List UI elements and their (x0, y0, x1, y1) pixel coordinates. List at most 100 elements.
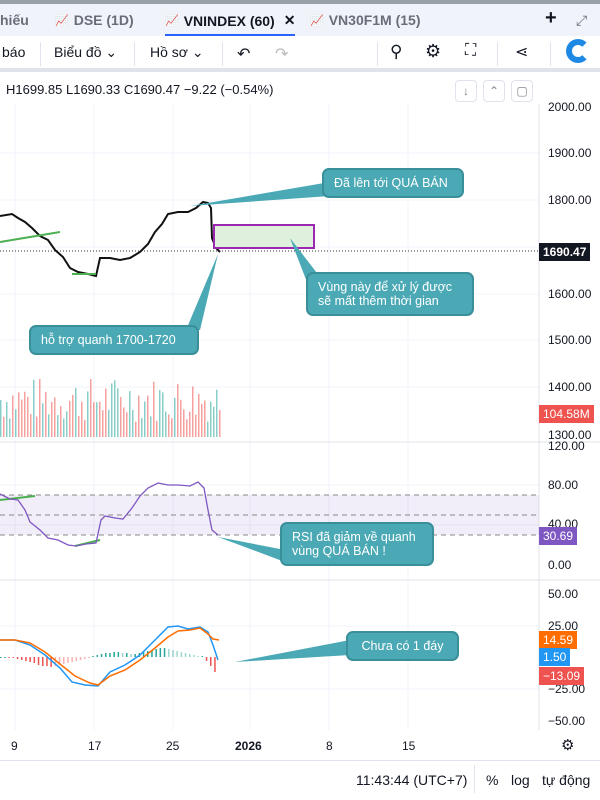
volume-bar (30, 414, 32, 437)
histogram-bar (71, 657, 73, 662)
collapse-icon[interactable]: ⌃ (483, 80, 505, 102)
zone-rectangle[interactable] (213, 224, 315, 249)
volume-bar (186, 419, 188, 437)
histogram-bar (54, 657, 57, 666)
volume-bar (33, 379, 35, 437)
maximize-icon[interactable]: ▢ (511, 80, 533, 102)
rsi-tick: 80.00 (548, 478, 579, 492)
volume-bar (147, 395, 149, 437)
volume-bar (87, 391, 89, 437)
histogram-bar (151, 650, 153, 657)
volume-bar (108, 409, 110, 437)
volume-bar (90, 379, 92, 437)
quick-search-icon[interactable]: ⚲ (390, 42, 403, 61)
volume-bar (45, 391, 47, 437)
rsi-value-tag: 30.69 (539, 527, 578, 545)
macd-line (0, 625, 219, 687)
histogram-bar (126, 653, 128, 657)
volume-bar (39, 378, 41, 437)
callout-rsi[interactable]: RSI đã giảm về quanh vùng QUÁ BÁN ! (280, 522, 434, 566)
auto-toggle[interactable]: tự động (542, 772, 591, 788)
close-icon[interactable]: ✕ (283, 12, 296, 28)
volume-bar (114, 380, 116, 437)
histogram-bar (113, 652, 115, 657)
tab-vnindex[interactable]: 📈 VNINDEX (60) ✕ (165, 12, 296, 36)
signal-tag: 14.59 (539, 631, 578, 649)
fullscreen-icon[interactable]: ⛶ (465, 42, 477, 59)
volume-bar (219, 409, 221, 437)
histogram-bar (46, 657, 48, 666)
chart-icon: 📈 (310, 14, 324, 27)
histogram-bar (134, 654, 136, 657)
tab-label: VN30F1M (15) (328, 12, 421, 28)
callout-macd[interactable]: Chưa có 1 đáy (346, 631, 459, 661)
volume-bar (171, 418, 173, 437)
volume-bar (183, 409, 185, 437)
volume-bar (93, 402, 95, 437)
tab-dse[interactable]: 📈 DSE (1D) (55, 12, 134, 28)
volume-bar (216, 389, 218, 437)
redo-icon[interactable]: ↷ (275, 46, 289, 63)
histogram-bar (109, 653, 111, 657)
tab-label: hiếu (0, 12, 29, 28)
callout-overbought[interactable]: Đã lên tới QUÁ BÁN (322, 168, 464, 198)
volume-bar (144, 401, 146, 437)
log-toggle[interactable]: log (511, 772, 530, 788)
volume-bar (0, 399, 2, 437)
gear-icon[interactable]: ⚙ (425, 41, 442, 61)
volume-bar (75, 387, 77, 437)
undo-icon[interactable]: ↶ (237, 46, 251, 63)
callout-zone[interactable]: Vùng này để xử lý được sẽ mất thêm thời … (306, 272, 474, 316)
histogram-bar (16, 657, 19, 659)
time-tick: 25 (166, 739, 180, 753)
histogram-bar (130, 654, 132, 657)
tab-partial[interactable]: hiếu (0, 12, 29, 28)
add-tab-icon[interactable]: + (545, 7, 557, 29)
trendline[interactable] (0, 231, 61, 243)
volume-bar (18, 392, 20, 437)
time-tick: 2026 (235, 739, 262, 753)
tab-label: VNINDEX (60) (183, 12, 275, 29)
volume-bar (162, 392, 164, 437)
histogram-bar (88, 657, 90, 658)
tab-vn30f1m[interactable]: 📈 VN30F1M (15) (310, 12, 421, 28)
profile-menu-button[interactable]: Hồ sơ ⌄ (150, 44, 204, 61)
price-tick: 1800.00 (548, 193, 592, 207)
volume-bar (51, 401, 53, 437)
histogram-bar (96, 655, 99, 657)
alert-button[interactable]: báo (2, 44, 26, 60)
volume-bar (168, 414, 170, 437)
share-icon[interactable]: ⋖ (515, 44, 529, 61)
histogram-bar (159, 648, 162, 657)
histogram-bar (205, 657, 208, 661)
hist-tag: −13.09 (539, 667, 585, 685)
volume-bar (177, 384, 179, 437)
rsi-tick: 0.00 (548, 558, 572, 572)
histogram-bar (193, 655, 195, 657)
volume-bar (141, 417, 143, 437)
callout-pointer (186, 254, 218, 330)
logo-icon (566, 39, 590, 63)
histogram-bar (189, 654, 191, 657)
volume-bar (27, 396, 29, 437)
settings-icon[interactable]: ⚙ (561, 737, 575, 754)
percent-toggle[interactable]: % (486, 772, 499, 788)
toolbar: báo Biểu đồ ⌄ Hồ sơ ⌄ ↶ ↷ ⚲ ⚙ ⛶ ⋖ (0, 36, 600, 72)
chart-menu-button[interactable]: Biểu đồ ⌄ (54, 44, 117, 61)
volume-bar (117, 388, 119, 437)
volume-bar (78, 415, 80, 437)
volume-bar (174, 397, 176, 437)
macd-tag: 1.50 (539, 648, 571, 666)
callout-support[interactable]: hỗ trợ quanh 1700-1720 (29, 325, 199, 355)
histogram-bar (92, 656, 94, 657)
volume-bar (189, 411, 191, 437)
rsi-trendline[interactable] (0, 495, 36, 501)
expand-icon[interactable]: ⤢ (576, 12, 588, 28)
histogram-bar (168, 649, 170, 657)
arrow-down-icon[interactable]: ↓ (455, 80, 477, 102)
volume-bar (159, 390, 161, 437)
volume-bar (3, 416, 5, 437)
macd-tick: 50.00 (548, 587, 579, 601)
volume-bar (96, 402, 98, 437)
